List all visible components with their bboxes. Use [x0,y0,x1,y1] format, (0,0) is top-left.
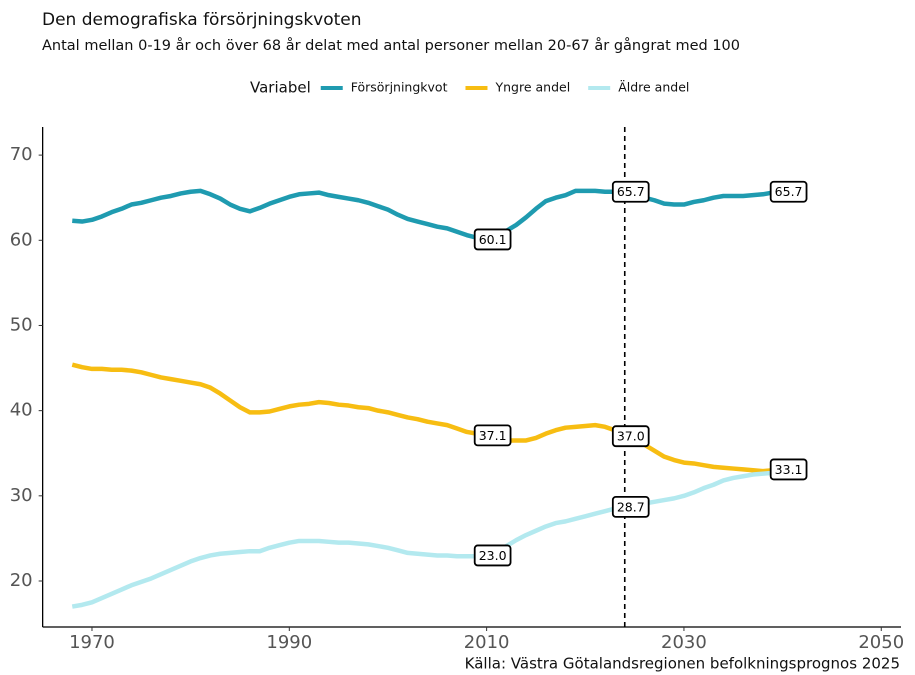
value-label-text: 28.7 [617,499,645,514]
value-label-text: 33.1 [775,462,803,477]
series-line [72,188,783,242]
y-tick-label: 70 [10,144,33,165]
value-label: 37.1 [473,424,512,447]
value-label-box [473,544,512,567]
value-label: 65.7 [611,180,650,203]
value-label-text: 23.0 [479,548,507,563]
series-line [71,469,783,609]
y-tick-label: 50 [10,314,33,335]
value-label-box [769,458,808,481]
source: Källa: Västra Götalandsregionen befolkni… [465,655,900,673]
value-label-box [611,425,650,448]
value-label: 33.1 [769,458,808,481]
value-label-box [769,180,808,203]
value-label-text: 60.1 [479,232,507,247]
value-label: 28.7 [611,495,650,518]
value-label-box [473,424,512,447]
y-tick-label: 60 [10,229,33,250]
x-tick-label: 2010 [464,632,510,653]
value-label: 23.0 [473,544,512,567]
x-tick-label: 2030 [661,632,707,653]
legend-label: Äldre andel [618,80,689,95]
chart-title: Den demografiska försörjningskvoten [42,10,362,30]
value-label: 60.1 [473,228,512,251]
x-tick-label: 1990 [266,632,312,653]
value-label-box [473,228,512,251]
value-label-text: 65.7 [775,184,803,199]
legend-label: Försörjningkvot [351,80,448,95]
y-tick-label: 40 [10,400,33,421]
y-tick-label: 30 [10,485,33,506]
x-tick-label: 2050 [858,632,904,653]
value-label-text: 37.1 [479,428,507,443]
legend-label: Yngre andel [494,80,570,95]
value-label-box [611,495,650,518]
value-label-box [611,180,650,203]
x-tick-label: 1970 [69,632,115,653]
series-line [71,362,783,474]
chart-subtitle: Antal mellan 0-19 år och över 68 år dela… [42,37,740,54]
value-label-text: 37.0 [617,429,645,444]
value-label: 65.7 [769,180,808,203]
y-tick-label: 20 [10,570,33,591]
legend-title: Variabel [250,79,311,97]
value-label: 37.0 [611,425,650,448]
value-label-text: 65.7 [617,184,645,199]
